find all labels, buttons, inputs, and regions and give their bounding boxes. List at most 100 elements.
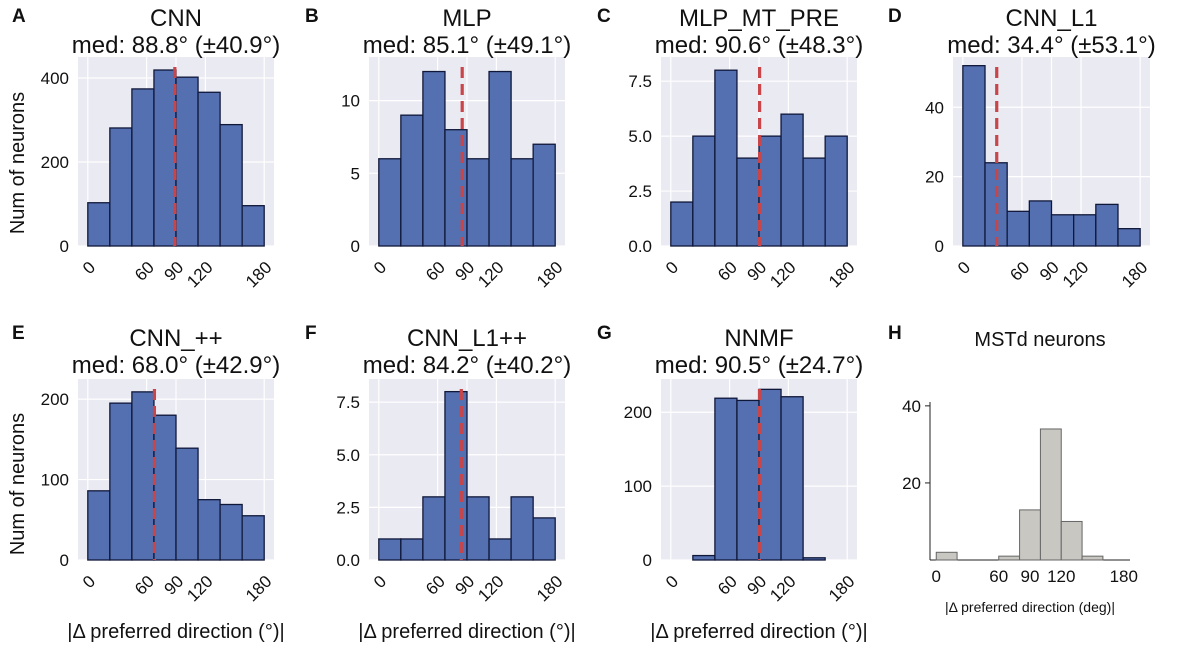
histogram-bar [219,503,243,561]
histogram-bar [935,551,958,561]
y-tick-label: 200 [41,390,69,409]
histogram-bar [131,391,155,561]
panel-letter: G [597,323,612,344]
histogram-bar [532,143,556,247]
y-tick-label: 0 [60,551,69,570]
histogram-bar [1039,428,1062,561]
histogram-bar [1073,214,1097,247]
histogram-bar [378,158,402,247]
y-tick-label: 20 [902,474,921,493]
histogram-bar [219,123,243,247]
panel-title: MLP_MT_PRE [679,5,839,32]
y-tick-label: 0.0 [628,237,652,256]
histogram-bar [1006,210,1030,247]
histogram-bar [1081,555,1104,561]
x-tick-label: 0 [370,572,390,592]
x-tick-label: 90 [160,258,187,285]
histogram-bar [758,388,782,561]
histogram-bar [378,538,402,561]
panel-subtitle: med: 68.0° (±42.9°) [72,352,280,379]
panel-title: NNMF [724,325,793,352]
y-tick-label: 40 [925,98,944,117]
y-tick-label: 0.0 [336,551,360,570]
panel-letter: D [888,6,902,27]
x-tick-label: 60 [714,258,741,285]
y-tick-label: 7.5 [336,393,360,412]
x-tick-label: 180 [242,572,275,605]
shared-ylabel-top: Num of neurons [7,92,29,234]
histogram-bar [488,70,512,247]
x-tick-label: 0 [662,258,682,278]
histogram-bar [1095,203,1119,247]
x-tick-label: 90 [1036,258,1063,285]
y-tick-label: 20 [925,168,944,187]
histogram-bar [400,114,424,247]
x-axis-label: |Δ preferred direction (°)| [67,621,284,643]
x-tick-label: 0 [370,258,390,278]
y-tick-label: 7.5 [628,72,652,91]
y-tick-label: 100 [624,477,652,496]
x-tick-label: 90 [451,258,478,285]
y-tick-label: 100 [41,471,69,490]
histogram-bar [780,396,804,561]
histogram-bar [1028,200,1053,247]
histogram-bar [692,135,716,247]
panel-letter: F [305,323,317,344]
y-tick-label: 0 [351,237,360,256]
x-axis-label: |Δ preferred direction (deg)| [945,599,1115,615]
y-tick-label: 2.5 [336,498,360,517]
y-tick-label: 200 [41,153,69,172]
panel-letter: C [597,6,611,27]
histogram-bar [87,202,111,247]
x-tick-label: 90 [451,572,478,599]
x-tick-label: 90 [743,258,770,285]
x-axis-label: |Δ preferred direction (°)| [650,621,867,643]
panel-subtitle: med: 84.2° (±40.2°) [363,352,571,379]
x-tick-label: 180 [825,572,858,605]
x-tick-label: 180 [533,258,566,291]
histogram-bar [714,397,738,561]
x-tick-label: 120 [183,258,216,291]
histogram-bar [670,201,694,247]
x-tick-label: 120 [474,258,507,291]
x-tick-label: 60 [422,572,449,599]
y-tick-label: 2.5 [628,182,652,201]
histogram-bar [87,490,111,561]
histogram-bar [1060,520,1083,561]
histogram-bar [998,555,1021,561]
histogram-bar [510,158,534,247]
histogram-bar [1019,509,1041,561]
x-axis-label: |Δ preferred direction (°)| [358,621,575,643]
histogram-bar [466,158,490,247]
panel-title: MSTd neurons [974,329,1105,351]
y-tick-label: 200 [624,403,652,422]
panel-letter: H [888,323,902,344]
histogram-bar [109,127,133,247]
panel-subtitle: med: 34.4° (±53.1°) [947,32,1155,59]
panel-subtitle: med: 85.1° (±49.1°) [363,32,571,59]
histogram-bar [175,447,199,561]
x-tick-label: 180 [825,258,858,291]
y-tick-label: 0 [643,551,652,570]
histogram-bar [1117,228,1141,247]
y-tick-label: 0 [935,237,944,256]
histogram-bar [197,499,221,561]
panel-subtitle: med: 90.5° (±24.7°) [655,352,863,379]
panel-subtitle: med: 90.6° (±48.3°) [655,32,863,59]
panel-subtitle: med: 88.8° (±40.9°) [72,32,280,59]
histogram-bar [422,70,446,247]
x-tick-label: 120 [183,572,216,605]
x-tick-label: 180 [533,572,566,605]
histogram-bar [153,69,177,247]
y-tick-label: 0 [60,237,69,256]
x-tick-label: 120 [474,572,507,605]
panel-title: CNN [150,5,202,32]
histogram-bar [197,91,221,247]
